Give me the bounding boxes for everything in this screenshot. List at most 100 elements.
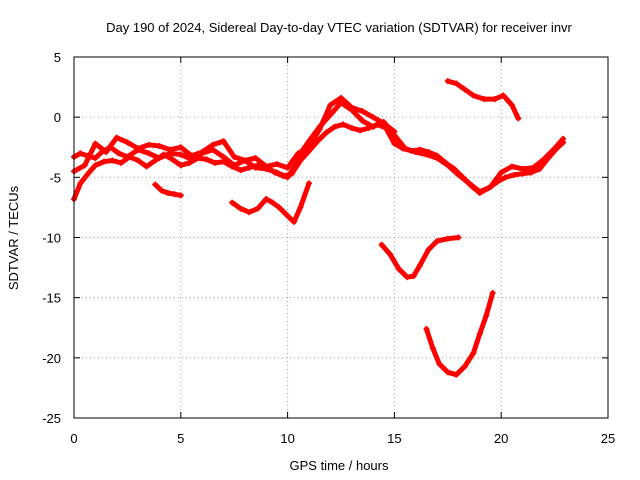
data-point — [113, 134, 120, 141]
data-point — [470, 92, 477, 99]
data-point — [158, 187, 165, 194]
x-tick-label: 10 — [280, 431, 294, 446]
data-point — [280, 173, 287, 180]
data-point — [410, 273, 417, 280]
chart-title: Day 190 of 2024, Sidereal Day-to-day VTE… — [106, 20, 572, 35]
data-point — [284, 212, 291, 219]
data-point — [169, 156, 176, 163]
data-point — [417, 262, 424, 269]
data-point — [254, 162, 261, 169]
series-arc7 — [423, 290, 496, 378]
data-point — [359, 108, 366, 115]
y-tick-label: 0 — [54, 110, 61, 125]
data-point — [461, 86, 468, 93]
data-point — [276, 204, 283, 211]
data-point — [145, 150, 152, 157]
data-point — [177, 144, 184, 151]
data-point — [103, 149, 110, 156]
data-point — [491, 96, 498, 103]
data-point — [528, 169, 535, 176]
data-point — [295, 150, 302, 157]
data-point — [436, 360, 443, 367]
data-point — [434, 152, 441, 159]
data-point — [209, 141, 216, 148]
data-point — [220, 158, 227, 165]
data-point — [455, 234, 462, 241]
data-point — [553, 145, 560, 152]
data-point — [500, 92, 507, 99]
data-point — [152, 181, 159, 188]
data-point — [167, 146, 174, 153]
data-point — [92, 162, 99, 169]
data-point — [143, 163, 150, 170]
data-point — [470, 350, 477, 357]
data-point — [391, 140, 398, 147]
data-point — [160, 151, 167, 158]
data-point — [305, 180, 312, 187]
data-point — [519, 170, 526, 177]
grid — [74, 57, 608, 418]
x-tick-label: 0 — [70, 431, 77, 446]
y-axis-label: SDTVAR / TECUs — [6, 185, 21, 290]
data-point — [391, 128, 398, 135]
data-point — [252, 155, 259, 162]
data-point — [338, 94, 344, 101]
data-point — [177, 151, 184, 158]
data-point — [231, 153, 238, 160]
data-point — [241, 157, 248, 164]
data-point — [135, 157, 142, 164]
data-point — [331, 123, 338, 130]
data-point — [269, 199, 276, 206]
data-point — [508, 102, 515, 109]
data-point — [340, 121, 347, 128]
data-point — [429, 345, 436, 352]
data-point — [77, 180, 84, 187]
data-point — [254, 205, 261, 212]
data-point — [493, 179, 500, 186]
data-point — [109, 157, 116, 164]
data-point — [485, 185, 492, 192]
data-point — [246, 164, 253, 171]
data-point — [453, 80, 460, 87]
data-point — [515, 115, 522, 122]
y-tick-label: -20 — [42, 351, 61, 366]
data-point — [237, 167, 244, 174]
data-point — [203, 156, 210, 163]
data-point — [489, 289, 496, 296]
data-point — [126, 153, 133, 160]
data-point — [152, 157, 159, 164]
data-point — [395, 265, 402, 272]
data-point — [199, 149, 206, 156]
data-point — [408, 147, 415, 154]
tick-labels: 0 5 10 15 20 25 5 0 -5 -10 -15 -20 -25 — [42, 50, 615, 446]
x-tick-label: 15 — [387, 431, 401, 446]
data-point — [444, 235, 451, 242]
data-point — [498, 169, 505, 176]
data-point — [536, 165, 543, 172]
data-point — [417, 146, 424, 153]
data-point — [291, 218, 298, 225]
data-point — [186, 159, 193, 166]
x-tick-label: 20 — [494, 431, 508, 446]
y-tick-label: -15 — [42, 291, 61, 306]
data-point — [387, 251, 394, 258]
data-point — [85, 169, 92, 176]
data-point — [117, 159, 124, 166]
data-series-group — [71, 78, 567, 378]
data-point — [77, 150, 84, 157]
data-point — [359, 117, 366, 124]
y-tick-label: -5 — [49, 170, 61, 185]
data-point — [476, 330, 483, 337]
data-point — [229, 199, 236, 206]
data-point — [365, 124, 372, 131]
data-point — [156, 143, 163, 150]
axis-ticks — [73, 56, 609, 419]
data-point — [444, 78, 451, 85]
data-point — [297, 157, 304, 164]
data-point — [316, 126, 323, 133]
data-point — [284, 164, 291, 171]
data-point — [560, 139, 567, 146]
data-point — [404, 274, 411, 281]
data-point — [177, 162, 184, 169]
